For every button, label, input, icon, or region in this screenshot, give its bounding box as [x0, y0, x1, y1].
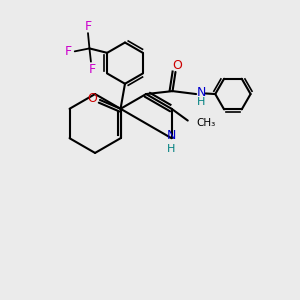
Text: CH₃: CH₃	[196, 118, 215, 128]
Text: O: O	[172, 59, 182, 72]
Text: N: N	[197, 86, 206, 99]
Text: H: H	[197, 97, 206, 107]
Text: F: F	[65, 45, 72, 58]
Text: H: H	[167, 143, 176, 154]
Text: F: F	[84, 20, 92, 33]
Text: N: N	[167, 129, 176, 142]
Text: F: F	[89, 62, 96, 76]
Text: O: O	[88, 92, 98, 105]
